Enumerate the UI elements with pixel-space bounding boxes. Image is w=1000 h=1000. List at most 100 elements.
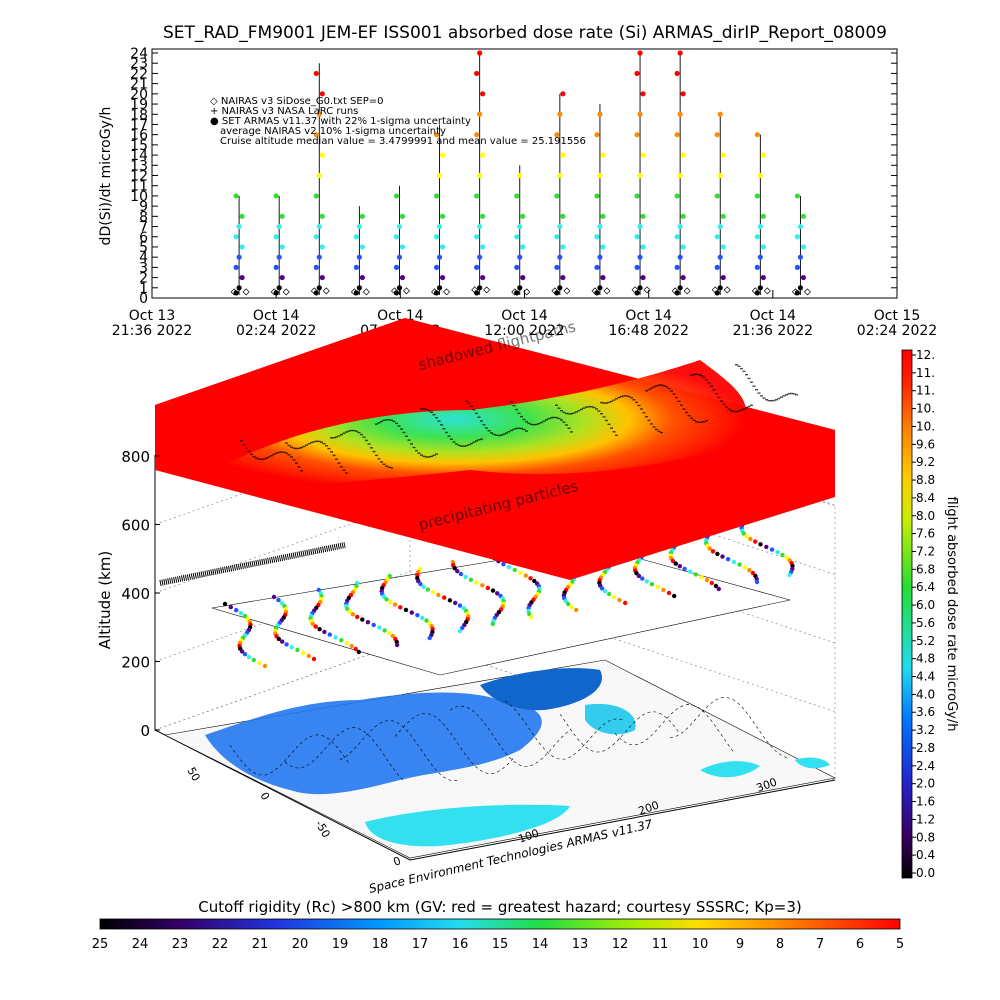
orbit-dot (750, 570, 756, 576)
dose-point (637, 254, 643, 260)
slab-track-dot (307, 443, 311, 445)
slab-track-dot (520, 415, 523, 418)
dose-point (557, 285, 563, 291)
slab-track-dot (340, 433, 343, 436)
orbit-dot (398, 605, 403, 610)
dose-point (316, 172, 322, 179)
slab-track-dot (417, 452, 421, 454)
dose-point (674, 193, 680, 199)
slab-track-dot (320, 441, 323, 443)
dose-point (680, 91, 686, 97)
slab-track-dot (310, 441, 313, 444)
dose-point (560, 244, 566, 250)
dose-point (757, 223, 763, 230)
slab-track-dot (555, 404, 558, 406)
slab-track-dot (452, 441, 456, 443)
dose-point (554, 234, 560, 240)
slab-band (215, 360, 747, 492)
dose-point (560, 213, 566, 219)
slab-track-dot (557, 407, 561, 409)
orbit-dot (276, 636, 281, 642)
orbit-dot (436, 592, 441, 598)
dose-point (236, 254, 242, 260)
slab-track-dot (352, 429, 356, 432)
dose-point (560, 91, 566, 97)
slab-track-dot (325, 445, 328, 447)
slab-track-dot (365, 439, 368, 442)
slab-track-dot (442, 428, 446, 430)
slab-track-dot (560, 419, 563, 421)
dose-point (393, 264, 400, 270)
dose-point (760, 213, 766, 219)
slab-track-dot (632, 399, 636, 401)
slab-track-dot (380, 461, 383, 463)
slab-track-dot (702, 421, 706, 423)
dose-point (480, 91, 486, 97)
y-tick-label: 5 (139, 240, 148, 256)
orbit-dot (392, 602, 398, 607)
bottom-tick-label: 21 (252, 937, 269, 952)
dose-point (359, 213, 365, 219)
orbit-dot (377, 625, 382, 630)
dose-point (439, 274, 446, 281)
dose-point (554, 290, 560, 296)
dose-point (637, 50, 643, 56)
slab-track-dot (600, 413, 603, 415)
slab-track-dot (562, 421, 566, 423)
orbit-dot (655, 584, 660, 590)
slab-track-dot (667, 387, 671, 390)
slab-track-dot (500, 434, 503, 436)
orbit-dot (238, 611, 244, 616)
dose-point (600, 213, 606, 219)
right-tick-label: 8.8 (916, 473, 935, 487)
orbit-dot (457, 603, 463, 608)
slab-track-dot (255, 457, 258, 459)
dose-point (554, 193, 560, 199)
dose-point (233, 264, 239, 270)
slab-track-dot (282, 451, 286, 453)
y-tick-label: 3 (139, 260, 148, 276)
dose-point (594, 290, 600, 296)
slab-track-dot (767, 399, 771, 402)
slab-track-dot (740, 367, 743, 370)
dose-point (233, 234, 239, 240)
y-tick-label: 6 (139, 230, 148, 246)
orbit-dot (506, 564, 512, 570)
slab-track-dot (565, 424, 568, 426)
dose-point (399, 274, 406, 281)
dose-point (680, 274, 686, 281)
dose-point (757, 285, 763, 291)
right-tick-label: 9.6 (916, 437, 935, 451)
orbit-dot (447, 598, 453, 603)
slab-track-dot (465, 400, 468, 402)
orbit-dot (333, 635, 338, 640)
orbit-dot (704, 577, 710, 583)
orbit-waves (222, 510, 795, 669)
slab-track-dot (497, 434, 501, 437)
dose-point (356, 285, 362, 291)
dose-point (514, 193, 520, 199)
dose-point (279, 244, 285, 250)
slab-track-dot (552, 416, 556, 419)
right-tick-label: 7.2 (916, 544, 935, 558)
slab-track-dot (345, 431, 348, 433)
slab-track-dot (530, 423, 533, 426)
x-tick-label-time: 21:36 2022 (733, 323, 813, 339)
slab-track-dot (657, 384, 661, 386)
y-tick-label: 12 (130, 169, 148, 185)
slab-track-dot (477, 416, 481, 418)
orbit-dot (720, 554, 725, 559)
model-point (711, 286, 731, 294)
dose-point (717, 254, 723, 260)
orbit-dot (709, 580, 714, 586)
bottom-tick-label: 25 (92, 937, 109, 952)
orbit-dot (317, 627, 322, 632)
slab-track-dot (390, 419, 393, 421)
right-tick-label: 6.4 (916, 580, 935, 594)
dose-point (797, 223, 804, 230)
slab-track-dot (440, 424, 443, 426)
dose-point (239, 213, 245, 219)
slab-track-dot (775, 399, 778, 401)
dose-point (239, 244, 245, 250)
slab-track-dot (692, 373, 696, 376)
